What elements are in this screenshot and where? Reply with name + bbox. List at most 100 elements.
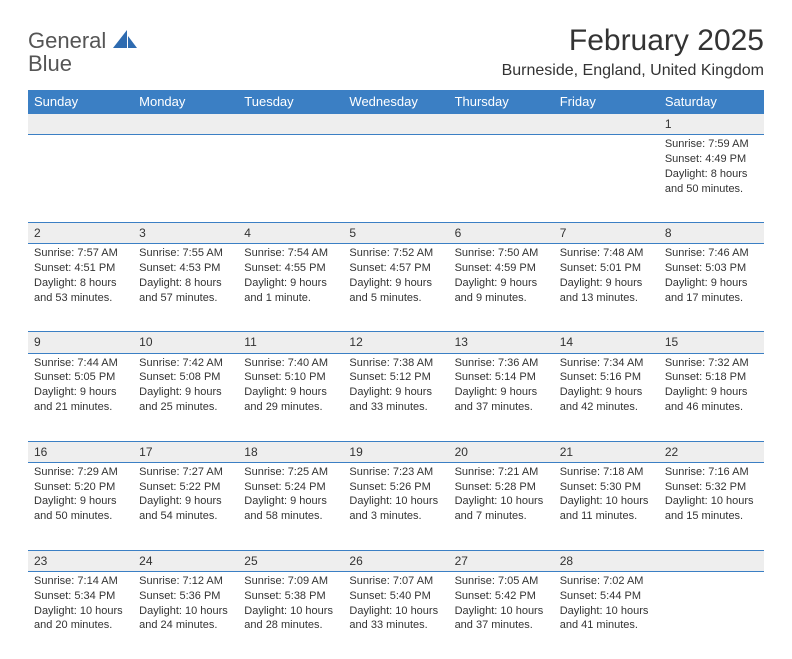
day-cell: Sunrise: 7:57 AMSunset: 4:51 PMDaylight:… bbox=[28, 244, 133, 332]
day-number: 12 bbox=[343, 332, 448, 352]
sunset-line: Sunset: 5:30 PM bbox=[560, 480, 653, 495]
daylight-line: Daylight: 9 hours and 54 minutes. bbox=[139, 494, 232, 524]
day-number: 21 bbox=[554, 442, 659, 462]
sunset-line: Sunset: 5:28 PM bbox=[455, 480, 548, 495]
daynum-cell: 24 bbox=[133, 550, 238, 571]
daylight-line: Daylight: 9 hours and 21 minutes. bbox=[34, 385, 127, 415]
daylight-line: Daylight: 9 hours and 13 minutes. bbox=[560, 276, 653, 306]
daynum-cell: 21 bbox=[554, 441, 659, 462]
day-cell-body: Sunrise: 7:38 AMSunset: 5:12 PMDaylight:… bbox=[343, 354, 448, 419]
sunrise-line: Sunrise: 7:07 AM bbox=[349, 574, 442, 589]
sunset-line: Sunset: 5:26 PM bbox=[349, 480, 442, 495]
sunset-line: Sunset: 4:49 PM bbox=[665, 152, 758, 167]
daylight-line: Daylight: 10 hours and 37 minutes. bbox=[455, 604, 548, 634]
day-cell-body: Sunrise: 7:44 AMSunset: 5:05 PMDaylight:… bbox=[28, 354, 133, 419]
day-number: 22 bbox=[659, 442, 764, 462]
daynum-cell bbox=[343, 114, 448, 135]
day-cell bbox=[343, 135, 448, 223]
sunrise-line: Sunrise: 7:14 AM bbox=[34, 574, 127, 589]
sunrise-line: Sunrise: 7:32 AM bbox=[665, 356, 758, 371]
sunrise-line: Sunrise: 7:21 AM bbox=[455, 465, 548, 480]
logo-text: General Blue bbox=[28, 30, 137, 76]
sunrise-line: Sunrise: 7:16 AM bbox=[665, 465, 758, 480]
sunset-line: Sunset: 5:01 PM bbox=[560, 261, 653, 276]
sunrise-line: Sunrise: 7:29 AM bbox=[34, 465, 127, 480]
sunrise-line: Sunrise: 7:54 AM bbox=[244, 246, 337, 261]
daynum-cell: 9 bbox=[28, 332, 133, 353]
daylight-line: Daylight: 9 hours and 29 minutes. bbox=[244, 385, 337, 415]
day-cell-body: Sunrise: 7:21 AMSunset: 5:28 PMDaylight:… bbox=[449, 463, 554, 528]
sunrise-line: Sunrise: 7:50 AM bbox=[455, 246, 548, 261]
day-cell-body: Sunrise: 7:18 AMSunset: 5:30 PMDaylight:… bbox=[554, 463, 659, 528]
daynum-row: 9101112131415 bbox=[28, 332, 764, 353]
weekday-header: Sunday bbox=[28, 90, 133, 114]
daynum-cell: 17 bbox=[133, 441, 238, 462]
daylight-line: Daylight: 9 hours and 5 minutes. bbox=[349, 276, 442, 306]
day-number: 6 bbox=[449, 223, 554, 243]
daylight-line: Daylight: 10 hours and 28 minutes. bbox=[244, 604, 337, 634]
daynum-cell: 14 bbox=[554, 332, 659, 353]
day-number: 8 bbox=[659, 223, 764, 243]
weekday-header: Wednesday bbox=[343, 90, 448, 114]
sunset-line: Sunset: 5:22 PM bbox=[139, 480, 232, 495]
sunset-line: Sunset: 4:55 PM bbox=[244, 261, 337, 276]
daynum-cell: 7 bbox=[554, 223, 659, 244]
sunrise-line: Sunrise: 7:57 AM bbox=[34, 246, 127, 261]
daynum-cell: 23 bbox=[28, 550, 133, 571]
day-number: 2 bbox=[28, 223, 133, 243]
week-row: Sunrise: 7:14 AMSunset: 5:34 PMDaylight:… bbox=[28, 571, 764, 659]
day-cell bbox=[238, 135, 343, 223]
brand-part1: General bbox=[28, 28, 106, 53]
daylight-line: Daylight: 10 hours and 15 minutes. bbox=[665, 494, 758, 524]
daylight-line: Daylight: 8 hours and 57 minutes. bbox=[139, 276, 232, 306]
sunrise-line: Sunrise: 7:34 AM bbox=[560, 356, 653, 371]
weekday-header: Tuesday bbox=[238, 90, 343, 114]
day-cell: Sunrise: 7:54 AMSunset: 4:55 PMDaylight:… bbox=[238, 244, 343, 332]
daynum-cell bbox=[238, 114, 343, 135]
day-cell-body: Sunrise: 7:07 AMSunset: 5:40 PMDaylight:… bbox=[343, 572, 448, 637]
daynum-cell: 16 bbox=[28, 441, 133, 462]
daynum-row: 1 bbox=[28, 114, 764, 135]
weekday-header: Monday bbox=[133, 90, 238, 114]
daynum-cell: 4 bbox=[238, 223, 343, 244]
sunset-line: Sunset: 5:12 PM bbox=[349, 370, 442, 385]
daynum-cell: 28 bbox=[554, 550, 659, 571]
day-cell-body: Sunrise: 7:05 AMSunset: 5:42 PMDaylight:… bbox=[449, 572, 554, 637]
day-number: 28 bbox=[554, 551, 659, 571]
day-cell-body: Sunrise: 7:16 AMSunset: 5:32 PMDaylight:… bbox=[659, 463, 764, 528]
day-cell bbox=[554, 135, 659, 223]
day-cell: Sunrise: 7:23 AMSunset: 5:26 PMDaylight:… bbox=[343, 462, 448, 550]
sunrise-line: Sunrise: 7:42 AM bbox=[139, 356, 232, 371]
day-number: 18 bbox=[238, 442, 343, 462]
sunset-line: Sunset: 5:08 PM bbox=[139, 370, 232, 385]
week-row: Sunrise: 7:44 AMSunset: 5:05 PMDaylight:… bbox=[28, 353, 764, 441]
day-cell-body: Sunrise: 7:50 AMSunset: 4:59 PMDaylight:… bbox=[449, 244, 554, 309]
daynum-cell: 20 bbox=[449, 441, 554, 462]
sunrise-line: Sunrise: 7:12 AM bbox=[139, 574, 232, 589]
sunset-line: Sunset: 5:42 PM bbox=[455, 589, 548, 604]
daynum-cell: 6 bbox=[449, 223, 554, 244]
day-cell: Sunrise: 7:14 AMSunset: 5:34 PMDaylight:… bbox=[28, 571, 133, 659]
daylight-line: Daylight: 9 hours and 50 minutes. bbox=[34, 494, 127, 524]
brand-part2: Blue bbox=[28, 51, 72, 76]
day-cell bbox=[133, 135, 238, 223]
daylight-line: Daylight: 9 hours and 9 minutes. bbox=[455, 276, 548, 306]
day-number: 13 bbox=[449, 332, 554, 352]
daylight-line: Daylight: 9 hours and 1 minute. bbox=[244, 276, 337, 306]
daylight-line: Daylight: 9 hours and 46 minutes. bbox=[665, 385, 758, 415]
sunset-line: Sunset: 5:38 PM bbox=[244, 589, 337, 604]
day-cell-body: Sunrise: 7:40 AMSunset: 5:10 PMDaylight:… bbox=[238, 354, 343, 419]
sunset-line: Sunset: 5:14 PM bbox=[455, 370, 548, 385]
day-cell: Sunrise: 7:34 AMSunset: 5:16 PMDaylight:… bbox=[554, 353, 659, 441]
weekday-header: Thursday bbox=[449, 90, 554, 114]
daynum-cell: 22 bbox=[659, 441, 764, 462]
day-cell-body: Sunrise: 7:02 AMSunset: 5:44 PMDaylight:… bbox=[554, 572, 659, 637]
sunrise-line: Sunrise: 7:40 AM bbox=[244, 356, 337, 371]
daynum-row: 16171819202122 bbox=[28, 441, 764, 462]
day-number: 7 bbox=[554, 223, 659, 243]
sunrise-line: Sunrise: 7:05 AM bbox=[455, 574, 548, 589]
sunset-line: Sunset: 5:16 PM bbox=[560, 370, 653, 385]
daynum-cell bbox=[28, 114, 133, 135]
day-cell: Sunrise: 7:05 AMSunset: 5:42 PMDaylight:… bbox=[449, 571, 554, 659]
day-cell: Sunrise: 7:50 AMSunset: 4:59 PMDaylight:… bbox=[449, 244, 554, 332]
